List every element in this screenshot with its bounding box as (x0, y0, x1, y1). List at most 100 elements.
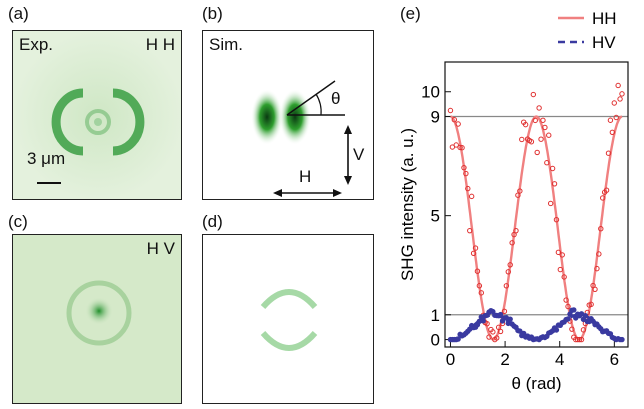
data-point (522, 121, 529, 128)
data-point (507, 316, 513, 322)
data-point (576, 336, 583, 343)
panel-c-sample (66, 280, 132, 346)
data-point (494, 335, 500, 341)
data-point (459, 145, 465, 151)
panel-b-image: Sim. θ V H (202, 30, 374, 200)
data-point (497, 311, 504, 318)
data-point (467, 227, 473, 234)
data-point (451, 116, 458, 123)
data-point (472, 245, 479, 251)
data-point (490, 329, 496, 335)
panel-e-letter: (e) (400, 4, 421, 23)
data-point (565, 303, 571, 310)
data-point (519, 136, 525, 143)
data-point (503, 283, 510, 289)
data-point (540, 117, 546, 123)
data-point (546, 132, 552, 138)
data-point (553, 327, 560, 333)
data-point (544, 160, 550, 166)
data-point (455, 121, 461, 127)
data-point (549, 165, 556, 172)
x-axis-label: θ (rad) (511, 374, 561, 393)
data-point (573, 336, 579, 343)
data-point (515, 192, 521, 198)
y-tick-label: 5 (431, 207, 440, 226)
x-tick-label: 4 (555, 350, 564, 369)
panel-a-image: Exp. H H 3 μm (12, 30, 182, 200)
data-point (600, 195, 606, 201)
data-point (463, 170, 469, 177)
data-point (619, 91, 625, 97)
x-tick-label: 0 (446, 350, 455, 369)
panel-a-label: Exp. (19, 35, 54, 54)
data-point (509, 240, 515, 246)
data-point (534, 149, 540, 156)
data-point (476, 283, 483, 289)
scale-bar-label: 3 μm (27, 149, 66, 168)
data-point (611, 100, 617, 106)
v-axis-label: V (353, 145, 365, 164)
data-point (559, 252, 565, 258)
data-point (455, 336, 461, 342)
data-point (582, 313, 589, 319)
data-point (596, 251, 602, 257)
legend-label: HV (592, 33, 616, 52)
y-tick-label: 1 (431, 306, 440, 325)
data-point (598, 225, 604, 232)
data-point (453, 142, 459, 148)
y-tick-label: 9 (431, 108, 440, 127)
data-point (497, 328, 504, 335)
panel-a-polarization: H H (145, 35, 175, 54)
data-point (470, 250, 477, 257)
panel-d-image (202, 234, 374, 404)
data-point (555, 249, 562, 256)
data-point (571, 307, 577, 313)
data-point (574, 336, 581, 343)
data-point (569, 326, 575, 332)
data-point (528, 139, 535, 145)
data-point (563, 297, 569, 303)
data-point (478, 290, 484, 296)
data-point (447, 107, 454, 114)
data-point (603, 187, 610, 193)
data-point (607, 117, 614, 123)
data-point (547, 200, 554, 207)
data-point (613, 114, 619, 121)
data-point (465, 185, 471, 192)
data-point (530, 91, 537, 98)
y-axis-label: SHG intensity (a. u.) (398, 128, 417, 281)
panel-a-sample (13, 31, 181, 199)
data-point (594, 265, 600, 272)
data-point (505, 269, 511, 275)
data-point (457, 144, 463, 151)
data-point (486, 334, 492, 340)
panel-c-polarization: H V (146, 239, 175, 258)
panel-b-label: Sim. (209, 35, 243, 54)
theta-symbol: θ (331, 89, 341, 108)
data-point (609, 129, 616, 136)
data-point (619, 336, 625, 343)
shg-polar-chart: 0 2 4 6 0 1 5 9 10 θ (rad) SHG intensity (a. u.) HH… (398, 9, 629, 393)
y-tick-label: 10 (421, 83, 440, 102)
data-point (561, 274, 567, 280)
data-point (538, 136, 544, 142)
data-point (588, 301, 594, 308)
plot-frame (444, 61, 629, 348)
data-point (553, 216, 560, 223)
panel-d-letter: (d) (202, 212, 223, 231)
y-tick-label: 0 (431, 331, 440, 350)
data-point (536, 105, 542, 111)
data-point (513, 227, 519, 234)
data-point (474, 268, 481, 274)
panel-c-letter: (c) (8, 212, 28, 231)
data-point (605, 150, 612, 156)
data-point (578, 336, 585, 343)
data-point (468, 193, 475, 200)
data-point (542, 124, 548, 131)
data-point (615, 82, 621, 89)
data-point (480, 318, 486, 324)
panel-b-letter: (b) (202, 4, 223, 23)
data-point (517, 188, 523, 194)
data-point (507, 262, 513, 268)
data-point (565, 316, 571, 322)
